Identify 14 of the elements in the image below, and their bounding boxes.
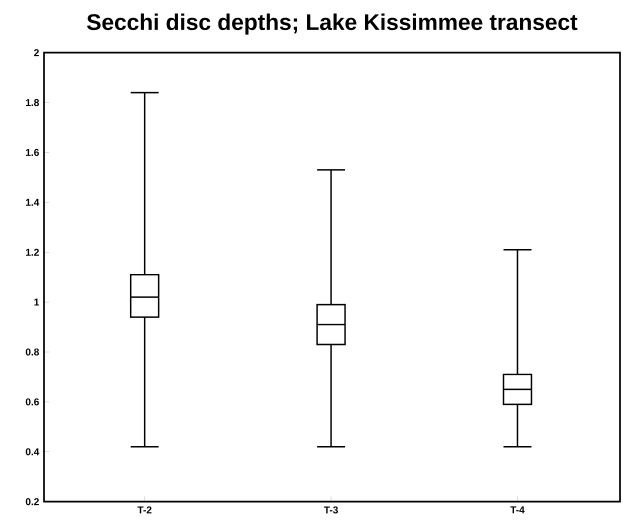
y-tick-label: 1.2	[26, 248, 39, 256]
y-tick-label: 0.2	[26, 498, 39, 506]
x-tick-label: T-4	[510, 506, 525, 514]
y-tick-label: 1	[34, 298, 40, 306]
y-tick-label: 2	[34, 49, 39, 56]
chart-title: Secchi disc depths; Lake Kissimmee transect	[86, 14, 578, 35]
y-tick-label: 1.8	[26, 99, 39, 106]
y-tick-label: 0.8	[26, 348, 39, 356]
x-tick-label: T-3	[324, 506, 338, 514]
y-tick-label: 0.6	[26, 398, 39, 406]
y-tick-label: 0.4	[26, 448, 40, 456]
y-tick-label: 1.6	[26, 148, 39, 156]
x-tick-label: T-2	[138, 506, 152, 514]
y-tick-label: 1.4	[26, 198, 40, 206]
